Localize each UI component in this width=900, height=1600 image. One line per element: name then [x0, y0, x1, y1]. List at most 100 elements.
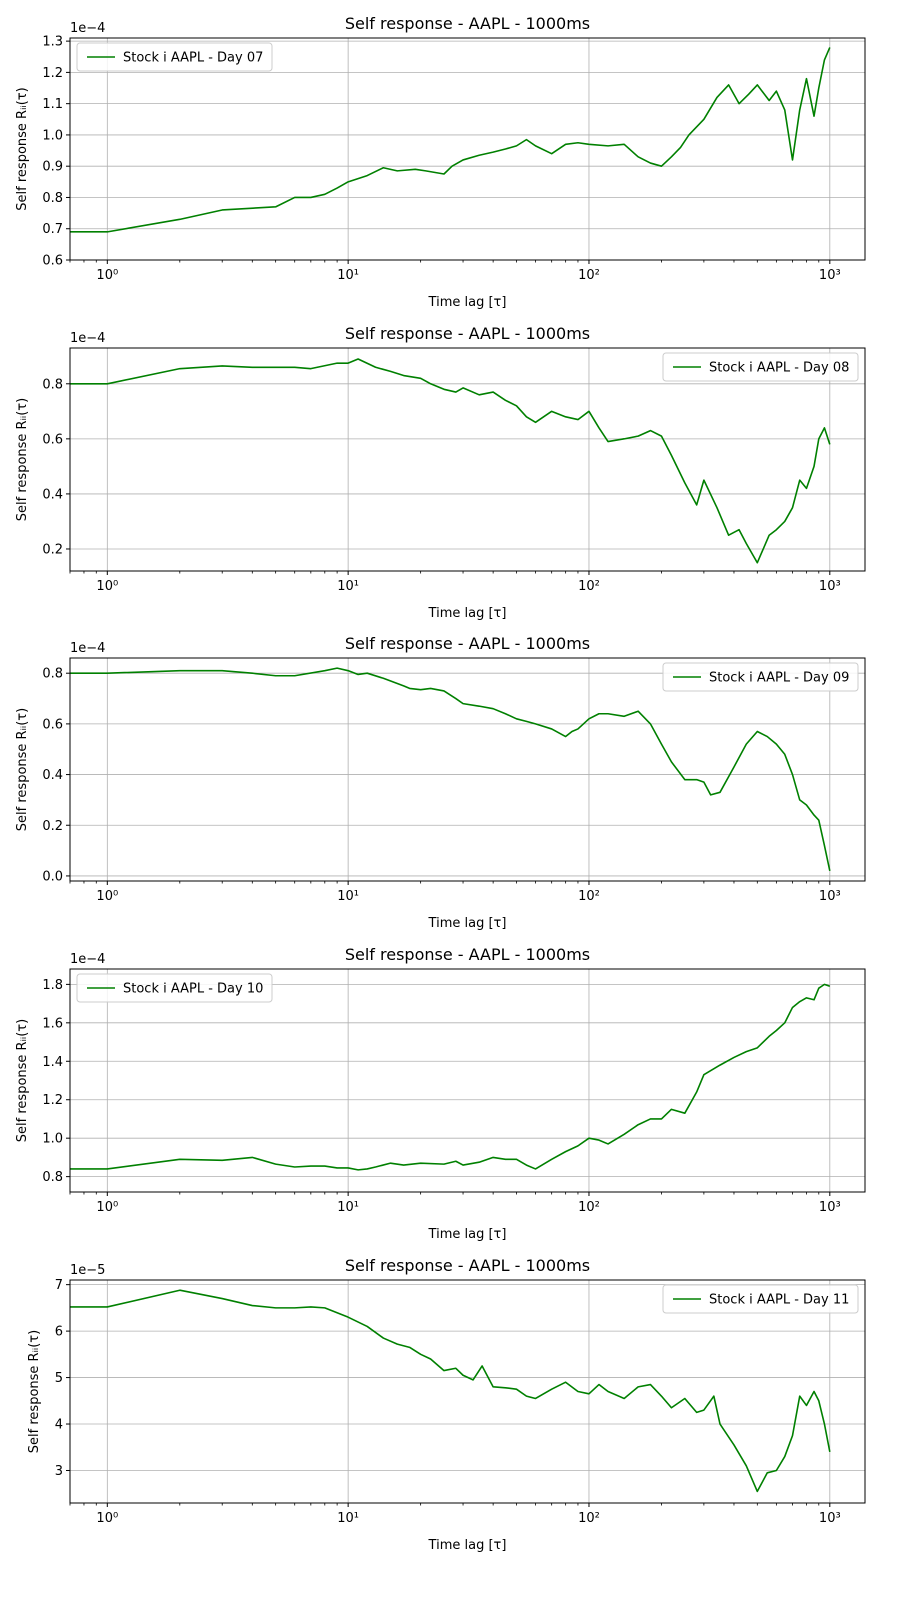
y-tick-label: 0.7	[42, 222, 63, 237]
x-tick-label: 10⁰	[96, 889, 118, 904]
x-tick-label: 10³	[819, 579, 841, 594]
x-tick-label: 10³	[819, 1511, 841, 1526]
y-tick-label: 3	[55, 1464, 63, 1479]
y-axis-label: Self response Rᵢᵢ(τ)	[15, 87, 30, 210]
x-tick-label: 10¹	[337, 579, 359, 594]
x-tick-label: 10²	[578, 889, 600, 904]
x-tick-label: 10⁰	[96, 579, 118, 594]
legend: Stock i AAPL - Day 10	[76, 973, 273, 1003]
x-tick-label: 10⁰	[96, 268, 118, 283]
y-tick-label: 0.2	[42, 819, 63, 834]
series-line	[70, 47, 831, 233]
y-offset-text: 1e−4	[70, 331, 105, 346]
series-line	[70, 358, 831, 564]
legend: Stock i AAPL - Day 08	[662, 352, 859, 382]
series-line	[70, 1289, 831, 1493]
subplot-4: 10⁰ 10¹ 10² 10³ 0.8 1.0 1.2 1.4 1.6 1.8 Self respo…	[15, 945, 866, 1242]
y-tick-label: 1.0	[42, 1132, 63, 1147]
chart-title: Self response - AAPL - 1000ms	[345, 324, 590, 343]
legend: Stock i AAPL - Day 07	[76, 42, 273, 72]
y-tick-label: 1.2	[42, 1093, 63, 1108]
plot-frame	[69, 347, 866, 572]
x-tick-label: 10²	[578, 1511, 600, 1526]
legend: Stock i AAPL - Day 11	[662, 1284, 859, 1314]
chart-title: Self response - AAPL - 1000ms	[345, 634, 590, 653]
y-tick-label: 0.6	[42, 254, 63, 269]
x-tick-label: 10³	[819, 268, 841, 283]
y-tick-label: 1.2	[42, 66, 63, 81]
y-tick-label: 0.2	[42, 542, 63, 557]
x-tick-label: 10²	[578, 268, 600, 283]
x-tick-label: 10¹	[337, 1511, 359, 1526]
y-tick-label: 0.6	[42, 717, 63, 732]
legend: Stock i AAPL - Day 09	[662, 662, 859, 692]
legend-label: Stock i AAPL - Day 08	[709, 361, 849, 376]
legend-label: Stock i AAPL - Day 07	[123, 51, 263, 66]
y-tick-label: 0.4	[42, 487, 63, 502]
x-tick-label: 10²	[578, 1200, 600, 1215]
subplot-2: 10⁰ 10¹ 10² 10³ 0.2 0.4 0.6 0.8 Self response - …	[15, 324, 866, 621]
x-tick-label: 10²	[578, 579, 600, 594]
y-tick-label: 1.3	[42, 35, 63, 50]
legend-box	[662, 352, 859, 382]
y-tick-label: 6	[55, 1325, 63, 1340]
legend-label: Stock i AAPL - Day 11	[709, 1293, 849, 1308]
subplot-3: 10⁰ 10¹ 10² 10³ 0.0 0.2 0.4 0.6 0.8 Self response…	[15, 634, 866, 931]
y-offset-text: 1e−4	[70, 21, 105, 36]
y-tick-label: 0.8	[42, 191, 63, 206]
x-tick-label: 10⁰	[96, 1200, 118, 1215]
y-tick-label: 0.8	[42, 1170, 63, 1185]
legend-label: Stock i AAPL - Day 10	[123, 982, 263, 997]
legend-box	[662, 662, 859, 692]
y-tick-label: 4	[55, 1418, 63, 1433]
y-tick-label: 1.0	[42, 128, 63, 143]
legend-box	[662, 1284, 859, 1314]
chart-title: Self response - AAPL - 1000ms	[345, 14, 590, 33]
plot-frame	[69, 37, 866, 261]
legend-label: Stock i AAPL - Day 09	[709, 671, 849, 686]
y-tick-label: 7	[55, 1278, 63, 1293]
x-tick-label: 10¹	[337, 1200, 359, 1215]
chart-title: Self response - AAPL - 1000ms	[345, 1256, 590, 1275]
x-tick-label: 10⁰	[96, 1511, 118, 1526]
y-offset-text: 1e−4	[70, 952, 105, 967]
x-axis-label: Time lag [τ]	[428, 1227, 507, 1242]
y-tick-label: 0.8	[42, 377, 63, 392]
series-line	[70, 983, 831, 1171]
x-tick-label: 10³	[819, 889, 841, 904]
x-axis-label: Time lag [τ]	[428, 1538, 507, 1553]
y-tick-label: 1.6	[42, 1016, 63, 1031]
y-offset-text: 1e−5	[70, 1263, 105, 1278]
y-axis-label: Self response Rᵢᵢ(τ)	[15, 708, 30, 831]
y-tick-label: 5	[55, 1371, 63, 1386]
x-tick-label: 10¹	[337, 889, 359, 904]
y-tick-label: 0.6	[42, 432, 63, 447]
y-axis-label: Self response Rᵢᵢ(τ)	[27, 1330, 42, 1453]
y-offset-text: 1e−4	[70, 641, 105, 656]
subplot-5: 10⁰ 10¹ 10² 10³ 3 4 5 6 7 Self response - AAPL - …	[27, 1256, 866, 1553]
y-axis-label: Self response Rᵢᵢ(τ)	[15, 398, 30, 521]
chart-title: Self response - AAPL - 1000ms	[345, 945, 590, 964]
plot-frame	[69, 657, 866, 882]
y-tick-label: 0.8	[42, 667, 63, 682]
x-tick-label: 10¹	[337, 268, 359, 283]
y-axis-label: Self response Rᵢᵢ(τ)	[15, 1019, 30, 1142]
plot-frame	[69, 968, 866, 1193]
x-axis-label: Time lag [τ]	[428, 295, 507, 310]
x-axis-label: Time lag [τ]	[428, 916, 507, 931]
y-tick-label: 1.8	[42, 978, 63, 993]
y-tick-label: 0.0	[42, 869, 63, 884]
plot-frame	[69, 1279, 866, 1504]
y-tick-label: 0.4	[42, 768, 63, 783]
y-tick-label: 1.4	[42, 1055, 63, 1070]
series-line	[70, 667, 831, 872]
y-tick-label: 0.9	[42, 160, 63, 175]
y-tick-label: 1.1	[42, 97, 63, 112]
x-axis-label: Time lag [τ]	[428, 606, 507, 621]
x-tick-label: 10³	[819, 1200, 841, 1215]
legend-box	[76, 973, 273, 1003]
subplot-1: 10⁰ 10¹ 10² 10³ 0.6 0.7 0.8 0.9 1.0 1.1 1.2 1.3 Self…	[15, 14, 866, 310]
legend-box	[76, 42, 273, 72]
